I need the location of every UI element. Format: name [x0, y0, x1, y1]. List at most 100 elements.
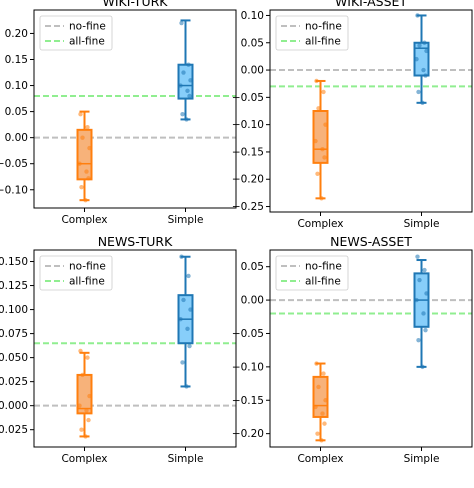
data-point — [184, 117, 189, 122]
data-point — [83, 197, 88, 203]
data-point — [187, 343, 192, 349]
legend-label-no-fine: no-fine — [305, 21, 342, 33]
data-point — [85, 125, 90, 130]
data-point — [187, 93, 192, 99]
y-tick-label: −0.05 — [232, 328, 264, 340]
data-point — [178, 83, 183, 88]
data-point — [79, 427, 84, 432]
data-point — [87, 393, 92, 399]
data-point — [180, 112, 185, 117]
legend-label-all-fine: all-fine — [69, 36, 105, 48]
data-point — [421, 67, 426, 73]
box-complex — [312, 78, 329, 201]
data-point — [422, 40, 427, 45]
data-point — [78, 112, 83, 117]
y-tick-label: 0.00 — [241, 295, 264, 307]
y-tick-label: 0.000 — [0, 400, 28, 412]
data-point — [77, 161, 82, 166]
data-point — [315, 171, 320, 176]
data-point — [319, 438, 324, 443]
axes-frame — [269, 9, 473, 213]
y-tick-label: 0.15 — [5, 54, 28, 66]
data-point — [322, 421, 327, 426]
y-tick-label: −0.10 — [232, 119, 264, 131]
box-simple — [413, 254, 430, 370]
panel-wiki-turk: WIKI-TURK −0.10 −0.05 0.00 0.05 0.10 0.15 0.20 C… — [0, 0, 237, 226]
data-point — [185, 88, 190, 93]
panel-title: WIKI-ASSET — [335, 0, 407, 9]
data-point — [416, 337, 421, 343]
box-simple — [177, 254, 194, 389]
data-point — [319, 196, 324, 201]
y-tick-label: 0.05 — [5, 106, 28, 118]
data-point — [320, 147, 325, 152]
panel-title: WIKI-TURK — [103, 0, 169, 9]
x-tick-label: Simple — [168, 214, 204, 226]
data-point — [323, 398, 328, 403]
y-tick-label: −0.05 — [232, 92, 264, 104]
data-point — [179, 20, 184, 26]
data-point — [80, 135, 85, 140]
box-complex — [312, 361, 329, 443]
panel-title: NEWS-ASSET — [330, 234, 412, 249]
box-iqr — [312, 110, 329, 164]
data-point — [314, 361, 319, 366]
data-point — [414, 297, 419, 303]
data-point — [185, 326, 190, 331]
panel-title: NEWS-TURK — [98, 234, 173, 249]
legend-label-no-fine: no-fine — [69, 261, 106, 273]
data-point — [316, 106, 321, 111]
x-tick-label: Complex — [61, 453, 107, 465]
data-point — [86, 176, 91, 181]
data-point — [186, 273, 191, 279]
data-point — [321, 371, 326, 376]
data-point — [423, 327, 428, 333]
y-tick-label: 0.10 — [5, 80, 28, 92]
panel-wiki-asset: WIKI-ASSET −0.25 −0.20 −0.15 −0.10 −0.05 0.00 0… — [232, 0, 473, 230]
y-tick-label: 0.00 — [241, 65, 264, 77]
data-point — [79, 184, 84, 190]
box-simple — [177, 19, 194, 122]
data-point — [315, 431, 320, 436]
y-tick-label: −0.25 — [232, 201, 264, 213]
data-point — [414, 56, 419, 62]
y-tick-label: 0.025 — [0, 376, 28, 388]
axes-frame — [33, 249, 237, 448]
axes-frame — [269, 249, 473, 448]
data-point — [188, 78, 193, 83]
box-iqr — [76, 128, 93, 181]
y-tick-label: −0.20 — [232, 174, 264, 186]
x-tick-label: Complex — [297, 218, 343, 230]
data-point — [181, 70, 186, 75]
legend-label-no-fine: no-fine — [305, 261, 342, 273]
panel-news-asset: NEWS-ASSET −0.20 −0.15 −0.10 −0.05 0.00 0.05 Co… — [232, 234, 473, 465]
y-tick-label: 0.150 — [0, 256, 28, 268]
y-tick-label: −0.10 — [232, 361, 264, 373]
data-point — [421, 311, 426, 316]
data-point — [316, 384, 321, 390]
data-point — [415, 13, 420, 18]
y-tick-label: −0.15 — [232, 146, 264, 158]
data-point — [188, 307, 193, 312]
data-point — [86, 417, 91, 423]
x-tick-label: Complex — [297, 453, 343, 465]
data-point — [417, 277, 422, 283]
data-point — [422, 267, 427, 273]
y-tick-label: 0.05 — [241, 37, 264, 49]
data-point — [186, 62, 191, 67]
y-tick-label: 0.05 — [241, 261, 264, 273]
y-tick-label: 0.050 — [0, 352, 28, 364]
data-point — [420, 364, 425, 370]
x-tick-label: Complex — [61, 214, 107, 226]
x-tick-label: Simple — [404, 218, 440, 230]
box-complex — [76, 348, 93, 439]
y-tick-label: −0.10 — [0, 184, 28, 196]
data-point — [181, 297, 186, 303]
data-point — [322, 155, 327, 160]
data-point — [77, 403, 82, 408]
y-tick-label: −0.20 — [232, 428, 264, 440]
y-tick-label: 0.125 — [0, 280, 28, 292]
data-point — [323, 122, 328, 127]
panel-news-turk: NEWS-TURK −0.025 0.000 0.025 0.050 0.075 0.100… — [0, 234, 237, 465]
